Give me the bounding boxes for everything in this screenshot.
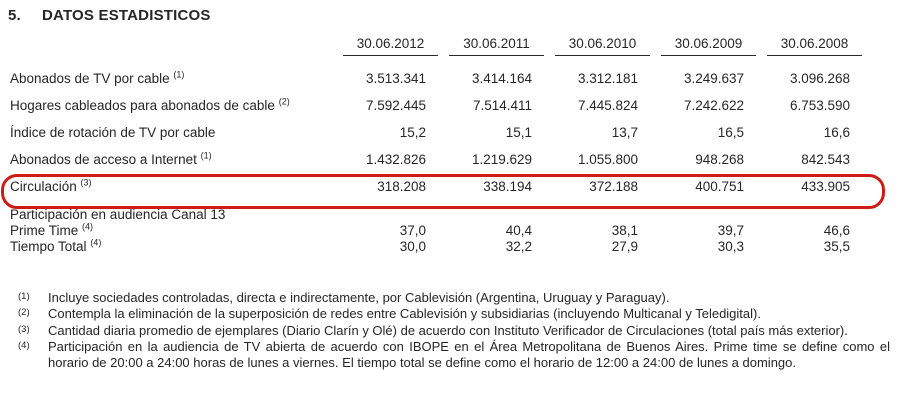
footnote-text: Participación en la audiencia de TV abie… bbox=[48, 338, 890, 371]
cell-value: 3.249.637 bbox=[683, 71, 744, 86]
footnotes-block: (1) Incluye sociedades controladas, dire… bbox=[18, 290, 890, 371]
cell-value: 46,6 bbox=[823, 222, 850, 238]
cell-value: 16,6 bbox=[823, 125, 850, 140]
cell-value: 3.312.181 bbox=[577, 71, 638, 86]
cell-value: 32,2 bbox=[505, 238, 532, 254]
row-label: Circulación bbox=[10, 179, 77, 194]
footnote-marker: (1) bbox=[18, 291, 30, 302]
cell-value: 318.208 bbox=[377, 179, 426, 194]
cell-value: 16,5 bbox=[717, 125, 744, 140]
cell-value: 948.268 bbox=[695, 152, 744, 167]
cell-value: 15,1 bbox=[505, 125, 532, 140]
column-header-2010: 30.06.2010 bbox=[555, 36, 650, 56]
row-label: Abonados de TV por cable bbox=[10, 71, 170, 86]
footnote-marker: (4) bbox=[18, 339, 30, 351]
footnote-ref: (2) bbox=[278, 96, 290, 107]
row-label: Índice de rotación de TV por cable bbox=[10, 125, 216, 140]
audience-section-header: Participación en audiencia Canal 13 bbox=[10, 207, 226, 222]
statistics-table: 30.06.2012 30.06.2011 30.06.2010 30.06.2… bbox=[10, 36, 862, 254]
footnote-marker: (2) bbox=[18, 307, 30, 319]
cell-value: 38,1 bbox=[611, 222, 638, 238]
row-label: Tiempo Total bbox=[10, 238, 87, 254]
cell-value: 35,5 bbox=[823, 238, 850, 254]
cell-value: 1.219.629 bbox=[471, 152, 532, 167]
cell-value: 40,4 bbox=[505, 222, 532, 238]
cell-value: 7.514.411 bbox=[472, 98, 532, 113]
column-header-2012: 30.06.2012 bbox=[343, 36, 438, 56]
header-empty-cell bbox=[10, 36, 332, 56]
column-header-2008: 30.06.2008 bbox=[767, 36, 862, 56]
cell-value: 338.194 bbox=[483, 179, 532, 194]
column-header-2011: 30.06.2011 bbox=[449, 36, 544, 56]
section-heading: 5. DATOS ESTADISTICOS bbox=[8, 7, 211, 24]
footnote-text: Contempla la eliminación de la superposi… bbox=[48, 306, 761, 322]
footnote-2: (2) Contempla la eliminación de la super… bbox=[18, 306, 890, 322]
cell-value: 1.432.826 bbox=[365, 152, 426, 167]
table-row: Abonados de acceso a Internet (1) 1.432.… bbox=[10, 146, 862, 173]
footnote-4: (4) Participación en la audiencia de TV … bbox=[18, 339, 890, 372]
cell-value: 30,0 bbox=[399, 238, 426, 254]
cell-value: 37,0 bbox=[399, 222, 426, 238]
table-row: Índice de rotación de TV por cable 15,2 … bbox=[10, 119, 862, 146]
table-row: Abonados de TV por cable (1) 3.513.341 3… bbox=[10, 65, 862, 92]
cell-value: 30,3 bbox=[717, 238, 744, 254]
footnote-ref: (1) bbox=[173, 69, 185, 80]
footnote-ref: (3) bbox=[80, 177, 92, 188]
spacer-row bbox=[10, 56, 862, 65]
table-row: Tiempo Total (4) 30,0 32,2 27,9 30,3 35,… bbox=[10, 238, 862, 254]
cell-value: 3.513.341 bbox=[365, 71, 426, 86]
column-header-2009: 30.06.2009 bbox=[661, 36, 756, 56]
footnote-ref: (4) bbox=[90, 237, 102, 247]
row-label: Abonados de acceso a Internet bbox=[10, 152, 197, 167]
cell-value: 7.242.622 bbox=[683, 98, 744, 113]
footnote-marker: (3) bbox=[18, 323, 30, 335]
cell-value: 3.414.164 bbox=[471, 71, 532, 86]
cell-value: 27,9 bbox=[611, 238, 638, 254]
table-row-circulacion: Circulación (3) 318.208 338.194 372.188 … bbox=[10, 173, 862, 200]
cell-value: 433.905 bbox=[801, 179, 850, 194]
table-header-row: 30.06.2012 30.06.2011 30.06.2010 30.06.2… bbox=[10, 36, 862, 56]
cell-value: 15,2 bbox=[399, 125, 426, 140]
cell-value: 400.751 bbox=[695, 179, 744, 194]
footnote-1: (1) Incluye sociedades controladas, dire… bbox=[18, 290, 890, 306]
footnote-3: (3) Cantidad diaria promedio de ejemplar… bbox=[18, 323, 890, 339]
row-label: Prime Time bbox=[10, 222, 79, 238]
cell-value: 372.188 bbox=[589, 179, 638, 194]
footnote-text: Cantidad diaria promedio de ejemplares (… bbox=[48, 322, 848, 338]
row-label: Hogares cableados para abonados de cable bbox=[10, 98, 275, 113]
page-title: DATOS ESTADISTICOS bbox=[42, 7, 211, 24]
table-row: Prime Time (4) 37,0 40,4 38,1 39,7 46,6 bbox=[10, 222, 862, 238]
footnote-text: Incluye sociedades controladas, directa … bbox=[48, 290, 670, 305]
cell-value: 7.592.445 bbox=[365, 98, 426, 113]
cell-value: 1.055.800 bbox=[577, 152, 638, 167]
cell-value: 39,7 bbox=[717, 222, 744, 238]
cell-value: 6.753.590 bbox=[789, 98, 850, 113]
cell-value: 7.445.824 bbox=[577, 98, 638, 113]
footnote-ref: (1) bbox=[200, 150, 212, 161]
audience-section-header-row: Participación en audiencia Canal 13 bbox=[10, 200, 862, 222]
cell-value: 13,7 bbox=[611, 125, 638, 140]
footnote-ref: (4) bbox=[82, 221, 94, 231]
table-row: Hogares cableados para abonados de cable… bbox=[10, 92, 862, 119]
section-number: 5. bbox=[8, 7, 21, 24]
cell-value: 842.543 bbox=[801, 152, 850, 167]
cell-value: 3.096.268 bbox=[789, 71, 850, 86]
